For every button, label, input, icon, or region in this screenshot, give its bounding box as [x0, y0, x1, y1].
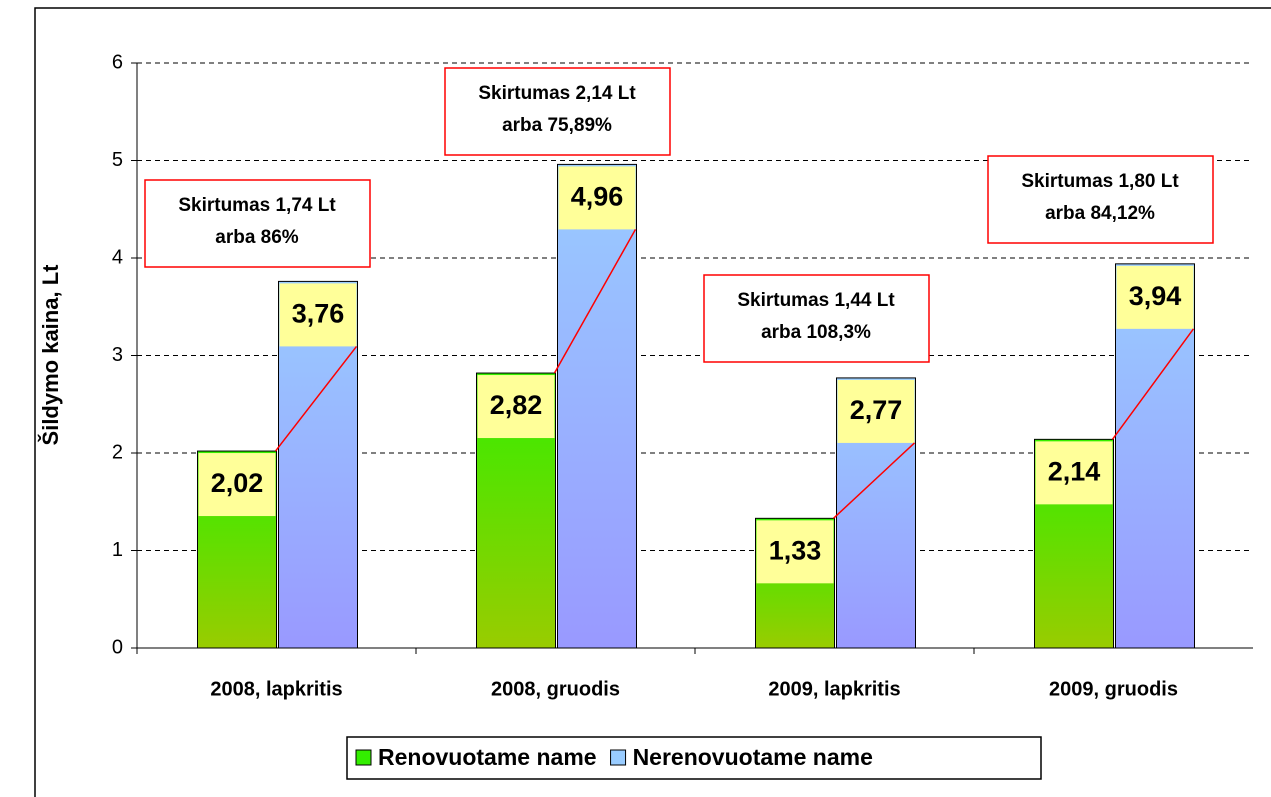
annotation-box [144, 179, 371, 268]
annotation-text: arba 84,12% [1045, 203, 1155, 224]
y-tick-label: 1 [112, 539, 123, 561]
legend-swatch [610, 749, 627, 766]
connector [553, 229, 637, 374]
legend-label: Renovuotame name [378, 744, 597, 770]
value-label: 2,02 [211, 468, 264, 498]
value-label: 3,76 [292, 299, 345, 329]
connector [832, 442, 916, 519]
value-label: 3,94 [1129, 281, 1182, 311]
y-axis-label: Šildymo kaina, Lt [38, 264, 63, 446]
annotation-text: Skirtumas 1,74 Lt [178, 195, 336, 216]
annotation-box [987, 155, 1214, 244]
value-label-box [198, 453, 276, 517]
annotation-text: Skirtumas 2,14 Lt [478, 83, 636, 104]
value-label: 2,82 [490, 390, 543, 420]
y-tick-label: 5 [112, 149, 123, 171]
y-tick-label: 2 [112, 441, 123, 463]
value-label: 1,33 [769, 535, 822, 565]
annotation-box [444, 67, 671, 156]
value-label-box [279, 283, 357, 347]
value-label-box [1116, 265, 1194, 329]
y-tick-label: 4 [112, 246, 123, 268]
x-tick-label: 2009, lapkritis [768, 678, 900, 700]
value-label: 2,14 [1048, 456, 1101, 486]
value-label-box [558, 166, 636, 230]
annotation-text: arba 75,89% [502, 115, 612, 136]
x-tick-label: 2009, gruodis [1049, 678, 1178, 700]
y-tick-label: 6 [112, 51, 123, 73]
value-label-box [756, 520, 834, 584]
legend-label: Nerenovuotame name [633, 744, 873, 770]
connector [274, 345, 358, 452]
value-label-box [477, 375, 555, 439]
value-label-box [1035, 441, 1113, 505]
x-tick-label: 2008, lapkritis [210, 678, 342, 700]
annotation-text: arba 108,3% [761, 322, 871, 343]
connector [1111, 328, 1195, 440]
value-label-box [837, 379, 915, 443]
annotation-text: Skirtumas 1,44 Lt [737, 290, 895, 311]
y-tick-label: 3 [112, 344, 123, 366]
legend-swatch [355, 749, 372, 766]
annotation-text: arba 86% [215, 227, 299, 248]
bar [557, 163, 637, 649]
annotation-text: Skirtumas 1,80 Lt [1021, 171, 1179, 192]
legend-box [346, 736, 1042, 780]
y-tick-label: 0 [112, 636, 123, 658]
value-label: 4,96 [571, 182, 624, 212]
annotation-box [703, 274, 930, 363]
value-label: 2,77 [850, 395, 903, 425]
x-tick-label: 2008, gruodis [491, 678, 620, 700]
